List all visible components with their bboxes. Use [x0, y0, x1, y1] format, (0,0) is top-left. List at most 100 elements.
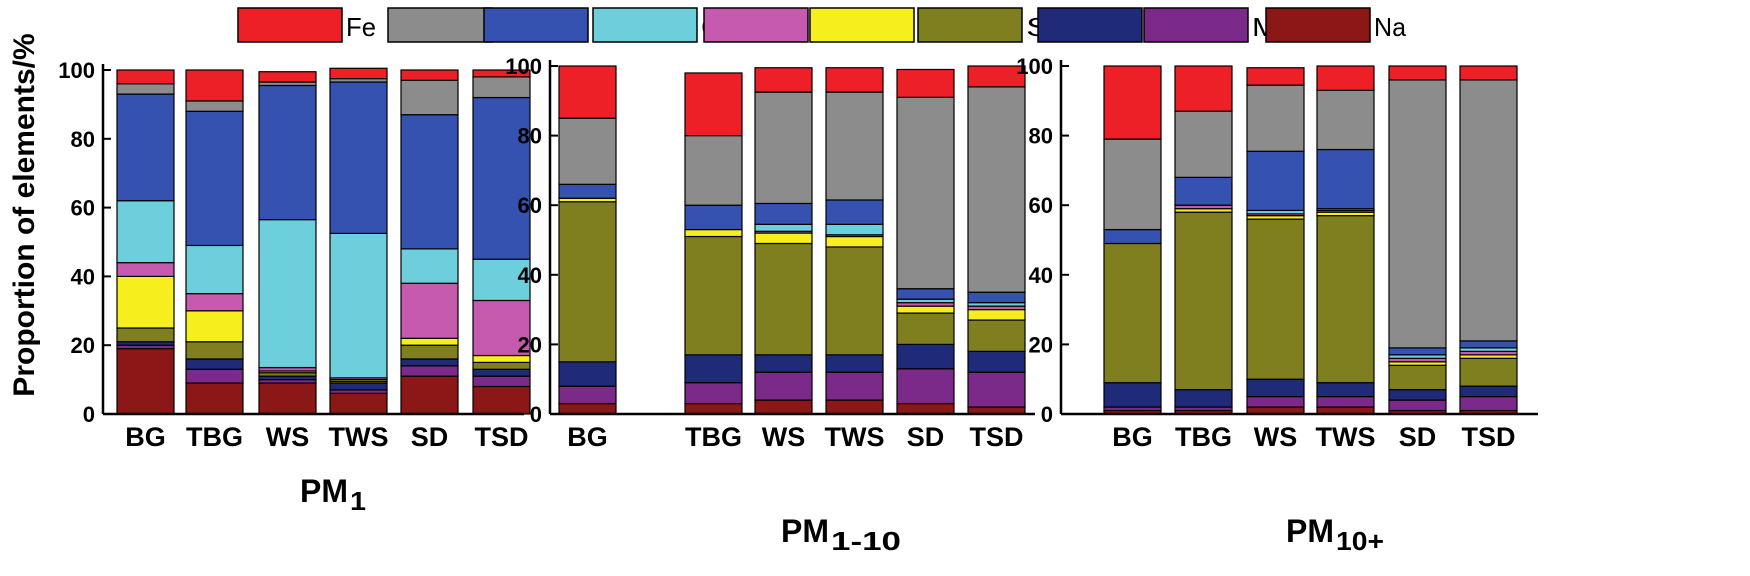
bar-segment-tws-al	[825, 354, 884, 373]
bar-segment-ws-p	[754, 232, 813, 245]
bar-segment-bg-na	[116, 348, 175, 415]
bar-segment-tbg-si	[1174, 211, 1233, 391]
bar-segment-tsd-k	[472, 96, 531, 260]
x-tick-label-tws: TWS	[329, 422, 389, 452]
y-tick-label: 0	[83, 402, 95, 427]
y-tick-label: 100	[505, 54, 542, 79]
legend-swatch-cl	[592, 7, 698, 43]
bar-segment-ws-fe	[258, 71, 317, 83]
panel-title-main: PM	[1286, 513, 1334, 549]
bar-segment-bg-ca	[1103, 138, 1162, 231]
bar-segment-bg-fe	[558, 65, 617, 119]
panel-3: 0 20 40 60 80 100 BG TBG WS TWS SD TSD PM 10+	[1016, 54, 1538, 556]
bar-segment-tws-al	[329, 382, 388, 391]
y-tick-label: 0	[1041, 402, 1053, 427]
bar-segment-tsd-mg	[967, 371, 1026, 408]
bar-segment-tws-mg	[825, 371, 884, 401]
x-tick-label-bg: BG	[567, 422, 608, 452]
bar-segment-tbg-si	[185, 341, 244, 360]
y-axis-label: Proportion of elements/%	[8, 33, 41, 396]
bar-tws	[825, 67, 884, 415]
bar-segment-tbg-fe	[684, 72, 743, 137]
bar-segment-bg-k	[1103, 228, 1162, 245]
bar-segment-tsd-na	[472, 385, 531, 415]
bar-tsd	[1459, 65, 1518, 415]
panel-title: PM 1	[300, 473, 366, 516]
bar-segment-tws-si	[1316, 215, 1375, 384]
bar-segment-sd-ca	[896, 96, 955, 290]
bar-segment-tws-si	[825, 246, 884, 356]
y-tick-label: 60	[71, 196, 95, 221]
y-tick-label: 20	[71, 333, 95, 358]
legend-label-fe: Fe	[346, 12, 376, 42]
y-tick-label: 60	[518, 193, 542, 218]
bar-segment-tbg-al	[185, 358, 244, 370]
bar-segment-ws-na	[754, 399, 813, 415]
y-tick-label: 100	[58, 58, 95, 83]
x-tick-label-tbg: TBG	[1175, 422, 1232, 452]
bar-segment-tsd-cl	[472, 258, 531, 302]
x-tick-label-tws: TWS	[1316, 422, 1376, 452]
legend-swatch-s	[703, 7, 809, 43]
x-tick-label-ws: WS	[1254, 422, 1298, 452]
bar-segment-sd-mg	[400, 365, 459, 377]
y-tick-label: 80	[71, 127, 95, 152]
legend-label-na: Na	[1374, 12, 1407, 42]
bar-sd	[1388, 65, 1447, 415]
x-tick-label-sd: SD	[907, 422, 945, 452]
bar-segment-tsd-si	[472, 361, 531, 370]
bar-segment-sd-na	[400, 375, 459, 415]
y-tick-label: 100	[1016, 54, 1053, 79]
legend-item-si: Si	[917, 7, 1058, 43]
legend-item-k: K	[483, 7, 609, 43]
bar-tbg	[185, 69, 244, 415]
bar-segment-tsd-k	[1459, 340, 1518, 349]
bar-segment-tsd-k	[967, 291, 1026, 304]
bar-segment-ws-fe	[1246, 67, 1305, 86]
bar-segment-tbg-p	[684, 228, 743, 238]
bar-segment-tbg-s	[185, 293, 244, 312]
bar-segment-sd-si	[1388, 364, 1447, 391]
panel-title-subscript: 10+	[1336, 526, 1384, 556]
bar-segment-sd-p	[896, 305, 955, 314]
bar-segment-tws-k	[329, 81, 388, 235]
y-tick-label: 60	[1029, 193, 1053, 218]
bar-segment-tws-fe	[825, 67, 884, 93]
bar-segment-bg-si	[558, 201, 617, 363]
panel-title-subscript: 1-10	[831, 526, 901, 556]
bar-segment-sd-al	[896, 343, 955, 370]
bar-segment-sd-si	[896, 312, 955, 345]
bar-ws	[754, 67, 813, 415]
bar-segment-tsd-ca	[1459, 79, 1518, 342]
bar-segment-tbg-k	[185, 110, 244, 247]
x-tick-label-bg: BG	[125, 422, 166, 452]
legend-item-s: S	[703, 7, 827, 43]
y-tick-label: 40	[518, 263, 542, 288]
legend-swatch-fe	[237, 7, 343, 43]
x-tick-label-tsd: TSD	[1462, 422, 1516, 452]
bar-segment-bg-s	[116, 262, 175, 278]
legend-swatch-p	[809, 7, 915, 43]
bar-sd	[896, 68, 955, 415]
bar-segment-tws-na	[825, 399, 884, 415]
bar-segment-tbg-ca	[684, 135, 743, 206]
bar-segment-sd-fe	[1388, 65, 1447, 81]
x-tick-label-sd: SD	[411, 422, 449, 452]
bar-segment-bg-fe	[1103, 65, 1162, 140]
bar-segment-tbg-si	[684, 235, 743, 356]
bar-ws	[1246, 67, 1305, 415]
bar-tws	[329, 67, 388, 415]
bar-segment-tsd-si	[967, 319, 1026, 352]
bar-segment-tsd-p	[967, 309, 1026, 321]
legend-swatch-k	[483, 7, 589, 43]
bar-segment-tsd-ca	[472, 76, 531, 99]
bar-segment-sd-k	[896, 288, 955, 300]
bar-segment-tsd-al	[472, 368, 531, 377]
bar-segment-tws-k	[825, 199, 884, 225]
bar-segment-tbg-cl	[185, 244, 244, 295]
y-tick-label: 80	[518, 124, 542, 149]
bar-segment-bg-ca	[558, 117, 617, 185]
bar-segment-bg-si	[1103, 242, 1162, 384]
bar-segment-tws-ca	[825, 91, 884, 201]
